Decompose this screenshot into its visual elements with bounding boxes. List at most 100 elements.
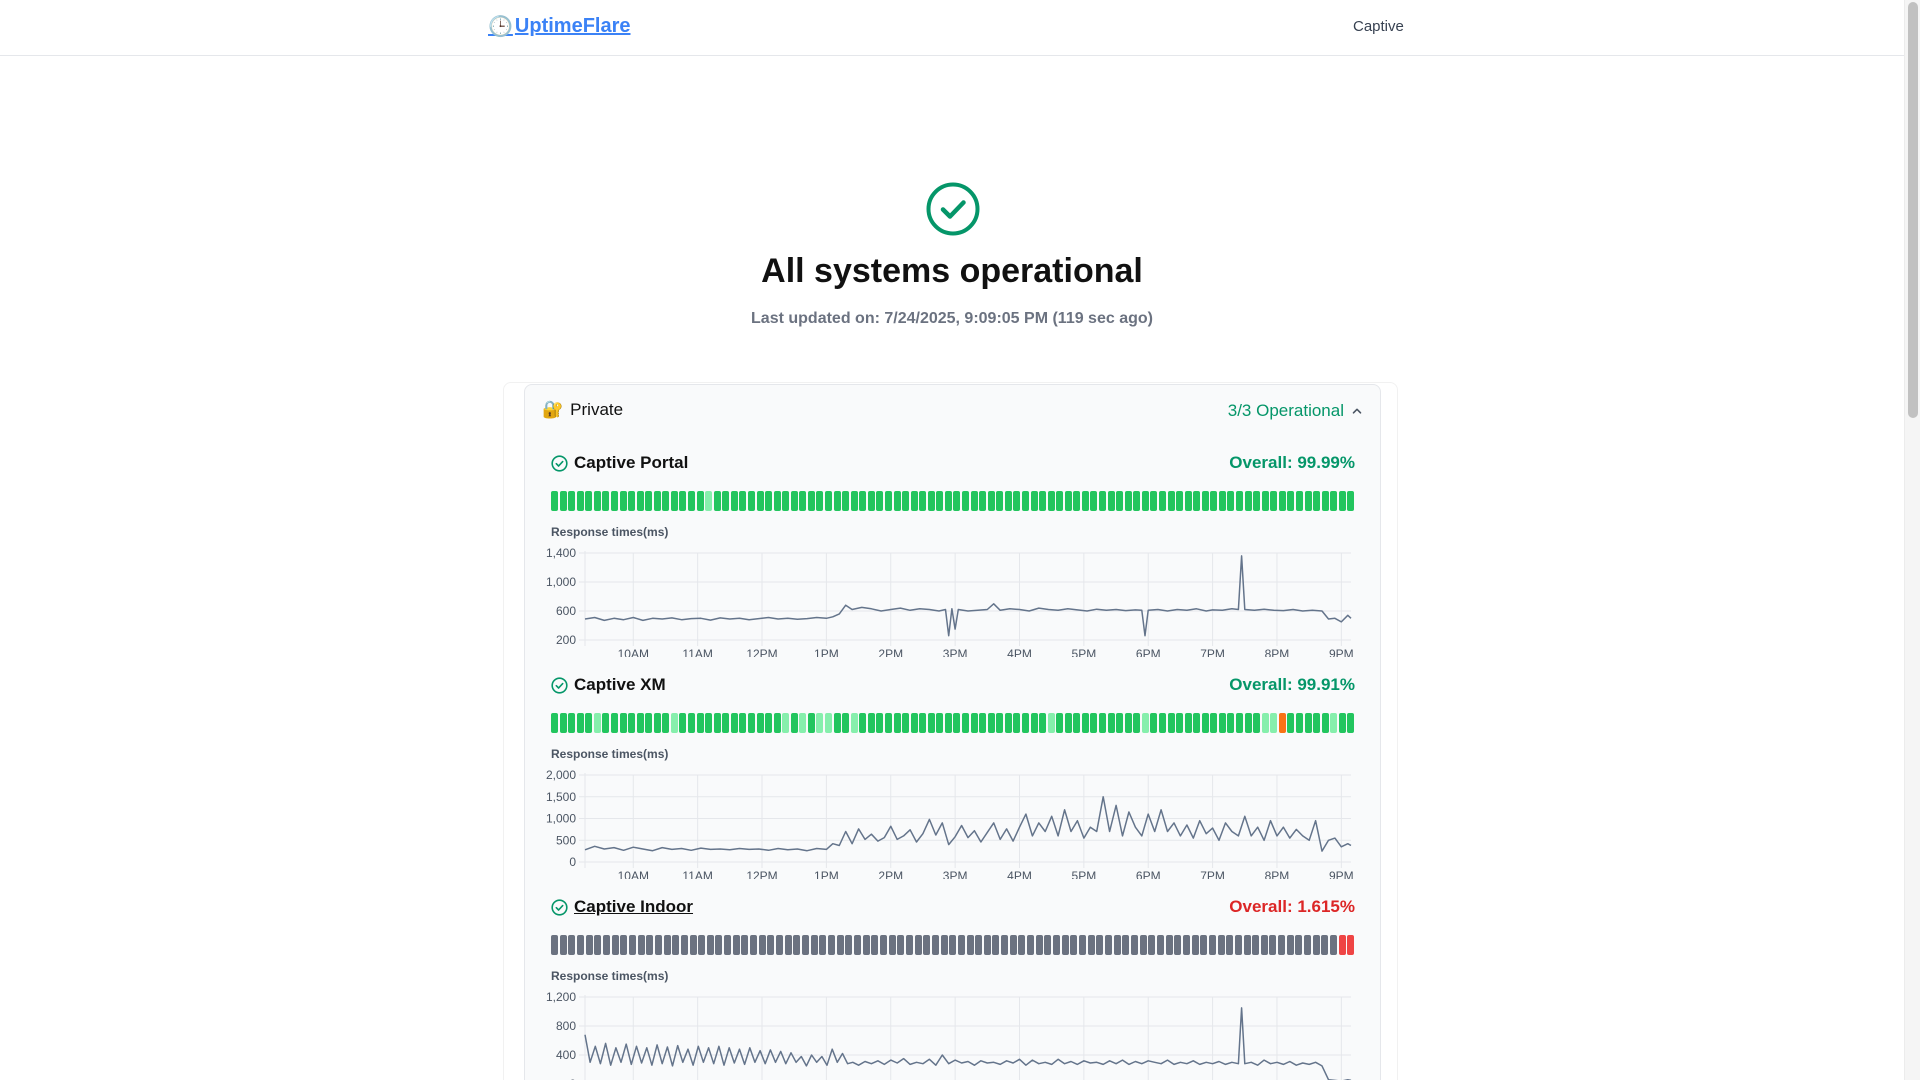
scrollbar[interactable] (1904, 0, 1920, 1080)
uptime-bar[interactable] (670, 491, 678, 511)
uptime-bar[interactable] (897, 935, 905, 955)
uptime-bar[interactable] (706, 935, 714, 955)
uptime-bar[interactable] (1338, 935, 1346, 955)
uptime-bar[interactable] (750, 935, 758, 955)
uptime-bar[interactable] (1081, 713, 1089, 733)
uptime-bar[interactable] (953, 491, 961, 511)
uptime-bar[interactable] (850, 713, 858, 733)
uptime-bar[interactable] (816, 491, 824, 511)
uptime-bar[interactable] (816, 713, 824, 733)
uptime-bar[interactable] (610, 491, 618, 511)
uptime-bar[interactable] (1081, 491, 1089, 511)
uptime-bar[interactable] (1158, 491, 1166, 511)
uptime-bar[interactable] (1133, 491, 1141, 511)
uptime-bar[interactable] (1193, 491, 1201, 511)
uptime-bar[interactable] (975, 935, 983, 955)
uptime-bar[interactable] (1167, 713, 1175, 733)
uptime-bar[interactable] (1252, 935, 1260, 955)
uptime-bar[interactable] (957, 935, 965, 955)
uptime-bar[interactable] (619, 713, 627, 733)
uptime-bar[interactable] (825, 491, 832, 511)
uptime-bar[interactable] (1107, 713, 1115, 733)
uptime-bar[interactable] (1116, 713, 1124, 733)
uptime-bar[interactable] (944, 491, 952, 511)
uptime-bar[interactable] (919, 491, 927, 511)
uptime-bar[interactable] (1004, 713, 1012, 733)
uptime-bar[interactable] (782, 491, 790, 511)
uptime-bar[interactable] (1295, 935, 1303, 955)
uptime-bar[interactable] (828, 935, 835, 955)
uptime-bar[interactable] (1193, 713, 1201, 733)
uptime-bar[interactable] (1001, 935, 1009, 955)
uptime-bar[interactable] (1018, 935, 1026, 955)
uptime-bar[interactable] (1287, 491, 1295, 511)
uptime-bar[interactable] (983, 935, 991, 955)
uptime-bar[interactable] (559, 713, 567, 733)
uptime-bar[interactable] (620, 935, 628, 955)
uptime-bar[interactable] (1070, 935, 1078, 955)
uptime-bar[interactable] (585, 935, 593, 955)
uptime-bar[interactable] (688, 491, 695, 511)
uptime-bar[interactable] (559, 491, 567, 511)
uptime-bar[interactable] (867, 491, 875, 511)
uptime-bar[interactable] (1338, 713, 1346, 733)
uptime-bar[interactable] (1027, 935, 1035, 955)
uptime-bar[interactable] (996, 491, 1004, 511)
uptime-bar[interactable] (1130, 935, 1138, 955)
uptime-bar[interactable] (730, 713, 738, 733)
uptime-bar[interactable] (1099, 713, 1106, 733)
uptime-bar[interactable] (767, 935, 775, 955)
uptime-bar[interactable] (919, 713, 927, 733)
uptime-bar[interactable] (593, 713, 601, 733)
uptime-bar[interactable] (610, 713, 618, 733)
uptime-bar[interactable] (1304, 935, 1312, 955)
uptime-bar[interactable] (1330, 713, 1338, 733)
uptime-bar[interactable] (1218, 491, 1226, 511)
uptime-bar[interactable] (1321, 935, 1329, 955)
monitor-name-text[interactable]: Captive Indoor (574, 897, 694, 916)
uptime-bar[interactable] (722, 713, 730, 733)
uptime-bar[interactable] (987, 713, 995, 733)
uptime-bar[interactable] (645, 713, 653, 733)
uptime-bar[interactable] (1200, 935, 1208, 955)
uptime-bar[interactable] (593, 491, 601, 511)
uptime-bar[interactable] (802, 935, 810, 955)
uptime-bar[interactable] (784, 935, 792, 955)
uptime-bar[interactable] (662, 713, 670, 733)
group-status-toggle[interactable]: 3/3 Operational (1228, 401, 1362, 421)
uptime-bar[interactable] (1176, 713, 1184, 733)
uptime-bar[interactable] (705, 713, 713, 733)
uptime-bar[interactable] (1295, 491, 1303, 511)
uptime-bar[interactable] (825, 713, 832, 733)
uptime-bar[interactable] (876, 713, 884, 733)
uptime-bar[interactable] (1261, 491, 1269, 511)
uptime-bar[interactable] (893, 491, 901, 511)
uptime-bar[interactable] (836, 935, 844, 955)
uptime-bar[interactable] (862, 935, 870, 955)
uptime-bar[interactable] (551, 935, 558, 955)
uptime-bar[interactable] (568, 935, 576, 955)
uptime-bar[interactable] (842, 491, 850, 511)
uptime-bar[interactable] (696, 491, 704, 511)
uptime-bar[interactable] (914, 935, 922, 955)
uptime-bar[interactable] (1191, 935, 1199, 955)
uptime-bar[interactable] (739, 713, 747, 733)
uptime-bar[interactable] (1253, 491, 1261, 511)
uptime-bar[interactable] (992, 935, 1000, 955)
uptime-bar[interactable] (1287, 713, 1295, 733)
uptime-bar[interactable] (1347, 935, 1355, 955)
uptime-bar[interactable] (884, 713, 892, 733)
uptime-bar[interactable] (1338, 491, 1346, 511)
uptime-bar[interactable] (910, 713, 918, 733)
uptime-bar[interactable] (1244, 713, 1252, 733)
uptime-bar[interactable] (970, 713, 978, 733)
uptime-bar[interactable] (679, 491, 687, 511)
uptime-bar[interactable] (1039, 491, 1047, 511)
uptime-bar[interactable] (923, 935, 931, 955)
uptime-bar[interactable] (628, 935, 636, 955)
uptime-bar[interactable] (713, 713, 721, 733)
uptime-bar[interactable] (679, 713, 687, 733)
uptime-bar[interactable] (845, 935, 853, 955)
uptime-bar[interactable] (696, 713, 704, 733)
uptime-bar[interactable] (653, 491, 661, 511)
